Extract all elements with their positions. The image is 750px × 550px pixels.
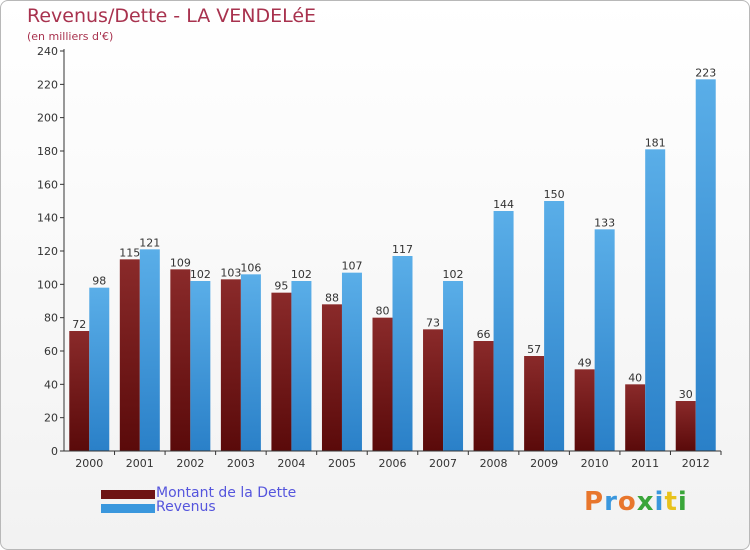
x-tick-label: 2012 [682,457,710,470]
dette-data-label: 30 [679,388,693,401]
revenus-data-label: 223 [695,66,716,79]
revenus-bar [139,249,160,451]
y-tick-label: 140 [37,212,58,225]
dette-data-label: 95 [274,280,288,293]
revenus-data-label: 102 [291,268,312,281]
logo-letter: x [636,487,655,517]
revenus-bar [493,211,514,451]
legend-swatch-revenus [101,504,155,513]
x-tick-label: 2005 [328,457,356,470]
x-tick-label: 2009 [530,457,558,470]
revenus-data-label: 98 [92,275,106,288]
x-tick-label: 2001 [126,457,154,470]
y-tick-label: 20 [44,412,58,425]
dette-data-label: 115 [119,246,140,259]
y-tick-label: 100 [37,278,58,291]
y-tick-label: 120 [37,245,58,258]
y-tick-label: 80 [44,312,58,325]
x-tick-label: 2010 [581,457,609,470]
revenus-bar [291,281,312,451]
revenus-bar [645,149,666,452]
dette-data-label: 109 [170,256,191,269]
x-tick-label: 2006 [379,457,407,470]
revenus-data-label: 102 [190,268,211,281]
x-tick-label: 2011 [631,457,659,470]
revenus-data-label: 107 [341,260,362,273]
revenus-bar [443,281,464,451]
dette-bar [119,259,140,451]
revenus-bar [392,256,413,451]
legend-item-revenus: Revenus [101,499,401,517]
revenus-data-label: 106 [240,261,261,274]
revenus-data-label: 144 [493,198,514,211]
dette-bar [524,356,545,451]
y-tick-label: 60 [44,345,58,358]
revenus-bar [89,287,110,451]
revenus-bar [240,274,261,451]
logo-letter: o [617,487,637,517]
revenus-bar [544,201,565,451]
chart-title: Revenus/Dette - LA VENDELéE [27,5,317,27]
revenus-data-label: 121 [139,236,160,249]
x-tick-label: 2000 [75,457,103,470]
y-tick-label: 200 [37,112,58,125]
revenus-bar [594,229,615,451]
revenus-bar [190,281,211,451]
revenus-data-label: 102 [443,268,464,281]
dette-bar [625,384,646,451]
revenus-data-label: 117 [392,243,413,256]
logo-letter: i [654,487,665,517]
dette-bar [423,329,444,451]
y-tick-label: 240 [37,45,58,58]
revenus-data-label: 181 [645,136,666,149]
dette-data-label: 80 [376,305,390,318]
dette-bar [372,317,393,451]
dette-data-label: 66 [477,328,491,341]
dette-data-label: 73 [426,316,440,329]
dette-bar [321,304,342,451]
legend-swatch-dette [101,490,155,499]
y-tick-label: 180 [37,145,58,158]
x-tick-label: 2002 [176,457,204,470]
x-tick-label: 2004 [277,457,305,470]
logo-letter: i [677,487,688,517]
logo-letter: P [584,487,605,517]
legend-label-revenus: Revenus [156,499,216,515]
y-tick-label: 0 [51,445,58,458]
dette-data-label: 40 [628,371,642,384]
revenus-bar [695,79,716,451]
x-tick-label: 2007 [429,457,457,470]
dette-data-label: 72 [72,318,86,331]
logo-letter: r [604,487,618,517]
dette-bar [271,292,292,451]
revenus-bar [341,272,362,451]
dette-bar [170,269,191,451]
dette-bar [473,341,494,451]
y-tick-label: 40 [44,378,58,391]
legend-item-dette: Montant de la Dette [101,485,401,503]
proxiti-logo: Proxiti [584,487,688,517]
y-tick-label: 220 [37,78,58,91]
y-tick-label: 160 [37,178,58,191]
dette-data-label: 88 [325,291,339,304]
logo-letter: t [664,487,678,517]
dette-bar [69,331,90,451]
revenus-data-label: 133 [594,216,615,229]
x-tick-label: 2003 [227,457,255,470]
legend-label-dette: Montant de la Dette [156,485,297,501]
dette-data-label: 103 [220,266,241,279]
dette-bar [220,279,241,451]
chart-subtitle: (en milliers d'€) [27,30,114,43]
dette-bar [675,401,696,451]
revenus-data-label: 150 [544,188,565,201]
x-tick-label: 2008 [480,457,508,470]
dette-data-label: 57 [527,343,541,356]
dette-data-label: 49 [578,356,592,369]
dette-bar [574,369,595,451]
